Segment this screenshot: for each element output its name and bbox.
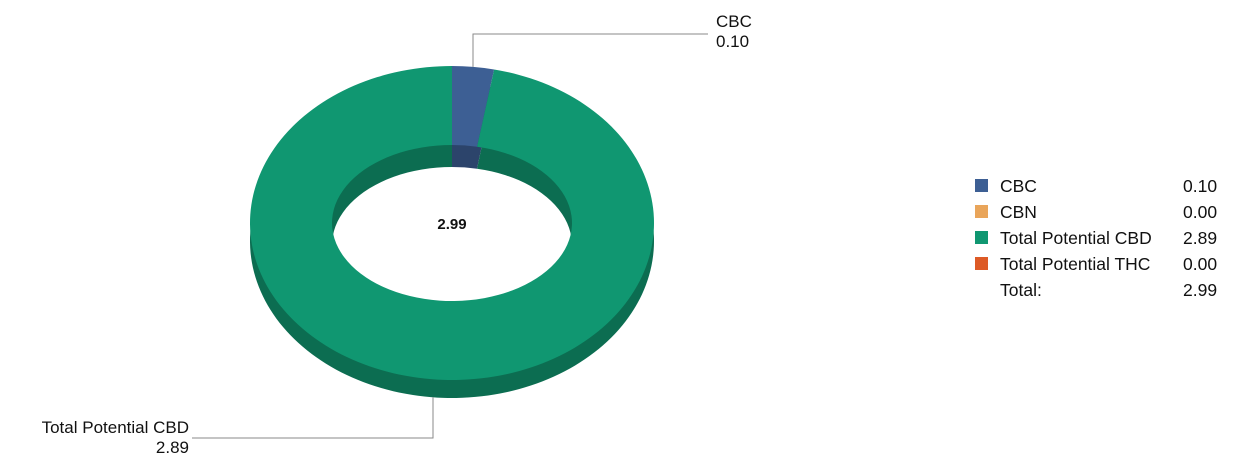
legend-label: Total Potential CBD	[1000, 228, 1152, 248]
legend-swatch	[975, 231, 988, 244]
legend-item-cbc: CBC 0.10	[973, 173, 1256, 199]
callout-line-cbc	[472, 33, 708, 67]
slice-total-potential-cbd	[250, 66, 655, 380]
callout-line-total-potential-cbd	[192, 397, 434, 439]
callout-label-total-potential-cbd: Total Potential CBD	[42, 418, 189, 437]
legend-item-total-potential-cbd: Total Potential CBD 2.89	[973, 225, 1256, 251]
legend-label: CBC	[1000, 176, 1037, 196]
legend-total-value: 2.99	[1183, 280, 1218, 300]
legend-value: 0.00	[1183, 254, 1218, 274]
legend-swatch	[975, 257, 988, 270]
callout-value-total-potential-cbd: 2.89	[156, 438, 189, 457]
legend: CBC 0.10 CBN 0.00 Total Potential CBD 2.…	[973, 173, 1256, 303]
slice-cbc	[452, 66, 495, 147]
donut-top	[250, 66, 655, 380]
legend-swatch	[975, 179, 988, 192]
legend-item-total-potential-thc: Total Potential THC 0.00	[973, 251, 1256, 277]
callout-value-cbc: 0.10	[716, 32, 749, 51]
legend-swatch	[975, 205, 988, 218]
legend-value: 2.89	[1183, 228, 1218, 248]
callout-label-cbc: CBC	[716, 12, 752, 31]
legend-total-label: Total:	[1000, 280, 1042, 300]
legend-label: Total Potential THC	[1000, 254, 1151, 274]
legend-total-row: Total: 2.99	[973, 277, 1256, 303]
legend-item-cbn: CBN 0.00	[973, 199, 1256, 225]
legend-value: 0.10	[1183, 176, 1218, 196]
center-total-label: 2.99	[437, 216, 466, 233]
legend-value: 0.00	[1183, 202, 1218, 222]
legend-label: CBN	[1000, 202, 1037, 222]
